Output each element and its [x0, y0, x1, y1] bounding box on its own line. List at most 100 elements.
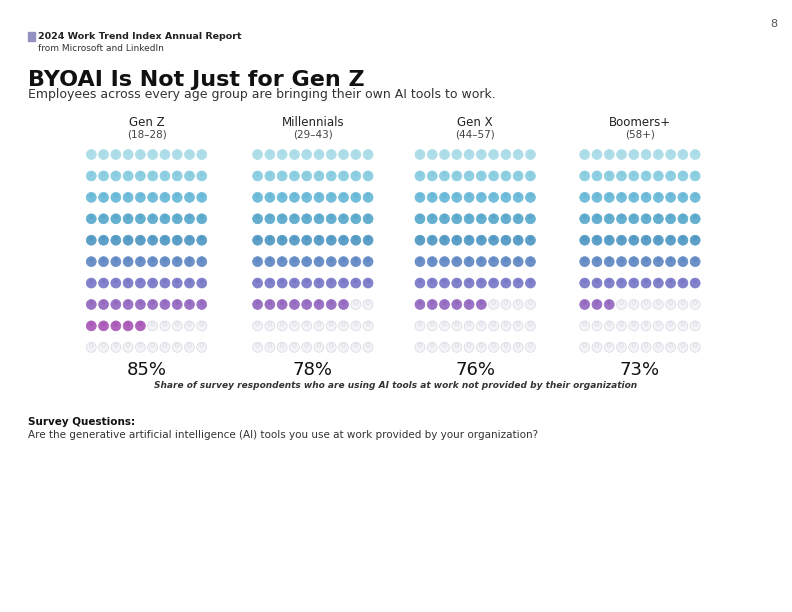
Circle shape	[653, 171, 664, 181]
Circle shape	[516, 151, 520, 154]
Circle shape	[616, 256, 626, 267]
Circle shape	[253, 171, 263, 181]
Circle shape	[443, 300, 447, 304]
Circle shape	[268, 151, 272, 154]
Circle shape	[632, 172, 636, 176]
Circle shape	[492, 193, 496, 197]
Circle shape	[302, 235, 312, 245]
Circle shape	[253, 256, 263, 267]
Text: Boomers+: Boomers+	[609, 116, 671, 129]
Circle shape	[139, 300, 143, 304]
Circle shape	[430, 151, 434, 154]
Circle shape	[479, 343, 483, 348]
Circle shape	[196, 321, 207, 331]
Circle shape	[341, 151, 345, 154]
Circle shape	[289, 299, 299, 310]
Circle shape	[476, 214, 486, 224]
Circle shape	[160, 149, 170, 160]
Circle shape	[580, 214, 590, 224]
Circle shape	[366, 322, 370, 326]
Text: 85%: 85%	[127, 361, 166, 379]
Circle shape	[160, 235, 170, 245]
Circle shape	[305, 322, 309, 326]
Circle shape	[604, 149, 615, 160]
Circle shape	[175, 236, 179, 241]
Circle shape	[595, 322, 599, 326]
Circle shape	[592, 342, 602, 353]
Circle shape	[501, 149, 511, 160]
Circle shape	[111, 278, 121, 288]
Circle shape	[280, 151, 284, 154]
Circle shape	[418, 343, 422, 348]
Circle shape	[592, 256, 602, 267]
Circle shape	[528, 258, 532, 262]
Circle shape	[693, 151, 697, 154]
Circle shape	[693, 172, 697, 176]
Circle shape	[305, 300, 309, 304]
Circle shape	[147, 278, 158, 288]
Circle shape	[305, 279, 309, 283]
Circle shape	[632, 151, 636, 154]
Circle shape	[665, 321, 676, 331]
Circle shape	[114, 172, 118, 176]
Circle shape	[253, 342, 263, 353]
Circle shape	[139, 258, 143, 262]
Circle shape	[175, 300, 179, 304]
Circle shape	[641, 342, 651, 353]
Circle shape	[592, 321, 602, 331]
Circle shape	[135, 342, 146, 353]
Circle shape	[678, 192, 688, 203]
Circle shape	[513, 235, 524, 245]
Circle shape	[528, 279, 532, 283]
Circle shape	[513, 192, 524, 203]
Circle shape	[479, 215, 483, 218]
Circle shape	[114, 215, 118, 218]
Circle shape	[172, 278, 182, 288]
Circle shape	[443, 236, 447, 241]
Circle shape	[464, 342, 474, 353]
Circle shape	[305, 172, 309, 176]
Circle shape	[277, 171, 287, 181]
Circle shape	[501, 192, 511, 203]
Circle shape	[583, 236, 587, 241]
Circle shape	[89, 172, 93, 176]
Circle shape	[693, 258, 697, 262]
Text: (44–57): (44–57)	[455, 130, 495, 140]
Circle shape	[415, 321, 425, 331]
Circle shape	[338, 149, 348, 160]
Circle shape	[632, 279, 636, 283]
Circle shape	[150, 322, 154, 326]
Circle shape	[467, 215, 471, 218]
Circle shape	[641, 192, 651, 203]
Circle shape	[150, 300, 154, 304]
Circle shape	[200, 343, 204, 348]
Circle shape	[86, 256, 97, 267]
Circle shape	[644, 151, 648, 154]
Circle shape	[595, 343, 599, 348]
Circle shape	[351, 342, 361, 353]
Circle shape	[172, 299, 182, 310]
Circle shape	[427, 192, 437, 203]
Circle shape	[464, 171, 474, 181]
Circle shape	[607, 236, 611, 241]
Circle shape	[147, 342, 158, 353]
Circle shape	[338, 235, 348, 245]
Circle shape	[101, 151, 105, 154]
Circle shape	[289, 342, 299, 353]
Circle shape	[427, 299, 437, 310]
Circle shape	[256, 151, 260, 154]
Circle shape	[126, 343, 130, 348]
Circle shape	[268, 215, 272, 218]
Circle shape	[616, 321, 626, 331]
Circle shape	[265, 171, 275, 181]
Circle shape	[427, 235, 437, 245]
Circle shape	[185, 171, 195, 181]
Circle shape	[126, 300, 130, 304]
Circle shape	[135, 171, 146, 181]
Circle shape	[632, 343, 636, 348]
Circle shape	[111, 192, 121, 203]
Circle shape	[265, 321, 275, 331]
Circle shape	[163, 258, 167, 262]
Circle shape	[619, 215, 623, 218]
Circle shape	[479, 300, 483, 304]
